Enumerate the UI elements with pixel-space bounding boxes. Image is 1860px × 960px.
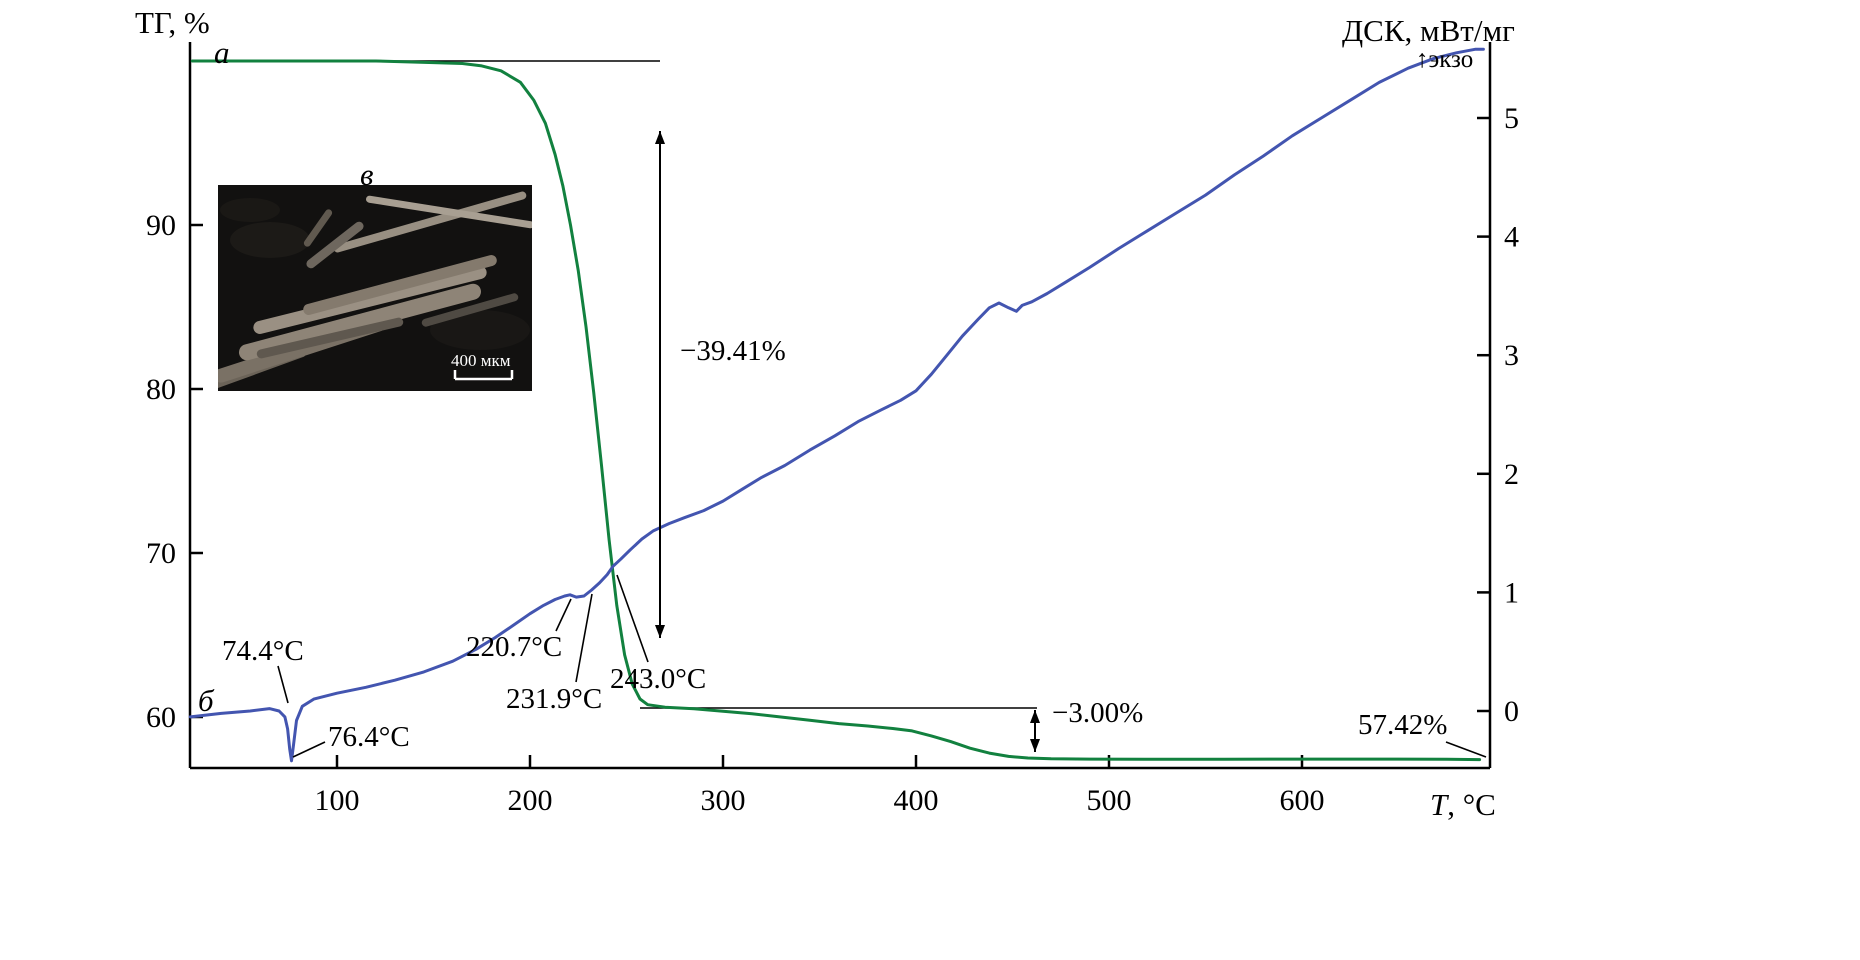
sem-inset-image: 400 мкм: [218, 185, 532, 391]
x-axis-title-unit: , °C: [1447, 787, 1496, 822]
leader-residue: [1445, 741, 1487, 758]
curve-label-tg: a: [214, 35, 230, 70]
inset-fiber: [333, 191, 527, 253]
x-tick-label: 500: [1087, 784, 1132, 817]
left-tick-label: 70: [146, 537, 176, 570]
right-tick-label: 5: [1504, 102, 1519, 135]
arrowhead: [655, 131, 665, 144]
inset-scale-label: 400 мкм: [451, 351, 511, 370]
right-tick-label: 0: [1504, 695, 1519, 728]
arrowhead: [1030, 739, 1040, 752]
inset-fiber: [421, 293, 519, 327]
x-axis-title-variable: T: [1430, 787, 1448, 822]
x-axis-title: T, °C: [1430, 787, 1496, 822]
inset-blob: [220, 198, 280, 222]
exo-direction-label: ↑экзо: [1416, 46, 1473, 74]
inset-fiber: [303, 209, 333, 247]
right-tick-label: 2: [1504, 458, 1519, 491]
leader-temp-3: [616, 574, 649, 663]
right-tick-label: 1: [1504, 576, 1519, 609]
inset-scale-bar: [453, 370, 514, 381]
annotation-temp-1: 220.7°C: [466, 631, 563, 663]
right-tick-label: 4: [1504, 221, 1519, 254]
leader-peak-onset: [277, 665, 289, 704]
arrowhead: [1030, 710, 1040, 723]
arrowhead: [655, 625, 665, 638]
annotation-residue: 57.42%: [1358, 709, 1448, 741]
inset-blob: [430, 310, 530, 350]
annotation-peak-min-temp: 76.4°C: [328, 721, 410, 753]
left-tick-label: 90: [146, 209, 176, 242]
leader-peak-min: [292, 741, 326, 758]
x-tick-label: 300: [701, 784, 746, 817]
inset-label: в: [360, 157, 374, 192]
inset-fiber: [366, 195, 532, 229]
annotation-temp-3: 243.0°C: [610, 663, 707, 695]
x-tick-label: 600: [1280, 784, 1325, 817]
left-tick-label: 80: [146, 373, 176, 406]
inset-fibers: [218, 191, 532, 391]
inset-blob: [230, 222, 310, 258]
curve-label-dsc: б: [198, 683, 214, 718]
inset-fiber: [256, 317, 404, 359]
inset-fiber: [306, 221, 364, 269]
exo-up-arrow-icon: ↑: [1416, 46, 1429, 73]
annotation-temp-2: 231.9°C: [506, 683, 603, 715]
right-axis-title: ДСК, мВт/мг: [1342, 13, 1515, 48]
leader-temp-2: [575, 593, 593, 683]
tg-curve: [190, 59, 1482, 762]
dsc-curve: [188, 47, 1485, 763]
x-tick-label: 100: [315, 784, 360, 817]
annotation-mass-loss-1: −39.41%: [680, 335, 786, 367]
x-tick-label: 400: [894, 784, 939, 817]
exo-label: экзо: [1428, 46, 1474, 73]
annotation-mass-loss-2: −3.00%: [1052, 697, 1144, 729]
left-axis-title: ТГ, %: [135, 5, 210, 40]
annotation-peak-onset-temp: 74.4°C: [222, 635, 304, 667]
left-tick-label: 60: [146, 701, 176, 734]
x-tick-label: 200: [508, 784, 553, 817]
right-tick-label: 3: [1504, 339, 1519, 372]
inset-fiber: [303, 255, 497, 315]
leader-temp-1: [555, 598, 572, 632]
